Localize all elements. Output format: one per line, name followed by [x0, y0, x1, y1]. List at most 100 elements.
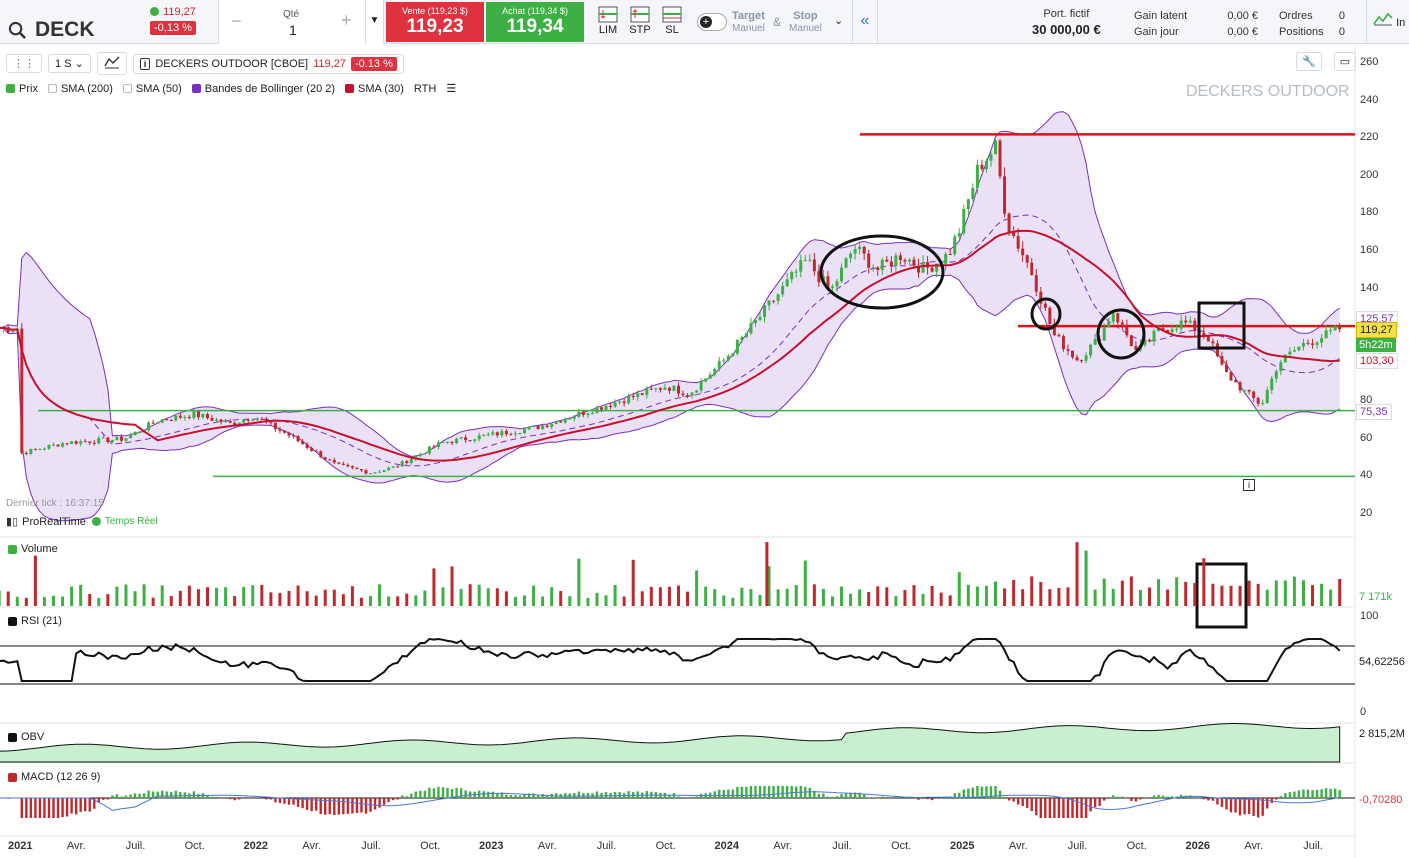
candle	[541, 425, 545, 430]
rsi-title[interactable]: RSI (21)	[8, 615, 62, 627]
candle	[1261, 403, 1265, 405]
chart-type-button[interactable]	[96, 52, 127, 75]
macd-histogram-bar	[645, 791, 648, 798]
qty-dropdown[interactable]: ▼	[366, 0, 384, 44]
volume-bar	[115, 586, 119, 606]
volume-bar	[160, 585, 164, 606]
stop-field[interactable]: Stop Manuel	[789, 10, 822, 54]
macd-histogram-bar	[1021, 798, 1024, 807]
legend-rth[interactable]: RTH	[414, 83, 436, 95]
stop-order-icon	[630, 6, 650, 23]
candle	[52, 444, 56, 446]
macd-histogram-bar	[351, 798, 354, 814]
candle	[346, 464, 350, 467]
volume-bar	[1030, 576, 1034, 606]
info-icon[interactable]: i	[1243, 479, 1255, 491]
macd-histogram-bar	[962, 789, 966, 798]
macd-histogram-bar	[1057, 798, 1061, 818]
candle	[1170, 329, 1174, 333]
obv-title[interactable]: OBV	[8, 731, 44, 743]
legend-sma50[interactable]: SMA (50)	[122, 83, 182, 95]
candle	[74, 441, 78, 444]
legend-sma30[interactable]: SMA (30)	[345, 83, 404, 95]
candle	[233, 422, 237, 425]
candle	[577, 411, 581, 417]
sma30-tag: 103,30	[1356, 353, 1398, 369]
candle	[251, 419, 255, 421]
collapse-icon[interactable]: «	[852, 0, 878, 44]
volume-bar	[794, 585, 798, 606]
volume-bar	[550, 587, 554, 606]
macd-histogram-bar	[106, 798, 110, 800]
quantity-stepper[interactable]: − Qté 1 +	[218, 0, 366, 44]
candle	[369, 473, 373, 475]
stop-limit-order-button[interactable]: SL	[658, 6, 686, 50]
instrument-box[interactable]: i DECKERS OUTDOOR [CBOE] 119,27 -0.13 %	[132, 53, 404, 74]
volume-bar	[1003, 588, 1007, 606]
candle	[20, 328, 24, 453]
macd-histogram-bar	[478, 790, 481, 798]
macd-title[interactable]: MACD (12 26 9)	[8, 771, 100, 783]
macd-histogram-bar	[459, 788, 463, 798]
candle	[613, 402, 617, 407]
macd-histogram-bar	[1198, 798, 1201, 799]
macd-histogram-bar	[976, 786, 979, 798]
candle	[1297, 346, 1301, 351]
plus-icon[interactable]: +	[341, 10, 352, 30]
candle	[187, 416, 191, 419]
macd-histogram-bar	[953, 793, 956, 798]
volume-bar	[1075, 542, 1079, 606]
macd-histogram-bar	[1007, 798, 1011, 801]
x-axis-label: Oct.	[891, 840, 912, 852]
stop-order-button[interactable]: STP	[626, 6, 654, 50]
volume-bar	[957, 572, 961, 606]
macd-histogram-bar	[319, 798, 322, 815]
volume-title[interactable]: Volume	[8, 543, 58, 555]
target-stop-toggle[interactable]: +	[697, 13, 727, 31]
limit-order-button[interactable]: LIM	[594, 6, 622, 50]
candle	[468, 440, 472, 442]
candle	[590, 413, 594, 415]
volume-bar	[649, 586, 653, 606]
minus-icon[interactable]: −	[231, 11, 242, 31]
window-icon[interactable]: ▭	[1333, 52, 1357, 71]
volume-bar	[1338, 578, 1342, 606]
macd-histogram-bar	[591, 793, 594, 798]
candle	[785, 279, 789, 287]
candle	[767, 300, 771, 306]
candle	[278, 429, 282, 431]
legend-prix[interactable]: Prix	[6, 83, 38, 95]
macd-histogram-bar	[749, 786, 753, 798]
wrench-icon[interactable]: 🔧	[1296, 52, 1322, 71]
indicators-button[interactable]: In	[1366, 0, 1409, 44]
macd-histogram-bar	[971, 787, 975, 798]
macd-histogram-bar	[1338, 790, 1341, 798]
target-field[interactable]: Target Manuel	[732, 10, 765, 54]
macd-histogram-bar	[772, 786, 775, 798]
x-axis-label: Oct.	[420, 840, 441, 852]
chevron-down-icon[interactable]: ⌄	[834, 15, 844, 27]
x-axis-label: Avr.	[773, 840, 793, 852]
candle	[532, 425, 536, 427]
qty-input[interactable]: 1	[289, 22, 297, 38]
symbol-field[interactable]: DECK	[8, 8, 95, 52]
candle	[183, 416, 187, 418]
macd-histogram-bar	[1293, 791, 1296, 798]
list-icon[interactable]: ☰	[446, 83, 457, 95]
macd-histogram-bar	[1184, 795, 1187, 798]
stop-label: Stop	[793, 10, 818, 22]
candle	[477, 435, 481, 440]
drag-handle[interactable]: ⋮⋮	[6, 54, 42, 73]
realtime-label: Temps Réel	[104, 516, 158, 527]
sell-button[interactable]: Vente (119,23 $) 119,23	[386, 2, 484, 42]
macd-histogram-bar	[1229, 798, 1233, 813]
buy-button[interactable]: Achat (119,34 $) 119,34	[486, 2, 584, 42]
macd-histogram-bar	[840, 794, 843, 798]
legend-sma200[interactable]: SMA (200)	[47, 83, 113, 95]
interval-select[interactable]: 1 S ⌄	[48, 54, 91, 73]
candle	[319, 451, 323, 458]
legend-bollinger[interactable]: Bandes de Bollinger (20 2)	[191, 83, 335, 95]
candle	[151, 422, 155, 424]
candle	[1034, 275, 1038, 292]
